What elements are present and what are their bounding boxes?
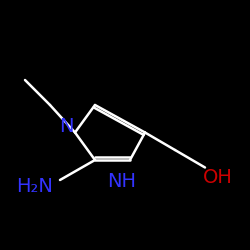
Text: NH: NH — [107, 172, 136, 191]
Text: OH: OH — [202, 168, 232, 187]
Text: N: N — [59, 117, 74, 136]
Text: H₂N: H₂N — [16, 177, 54, 196]
